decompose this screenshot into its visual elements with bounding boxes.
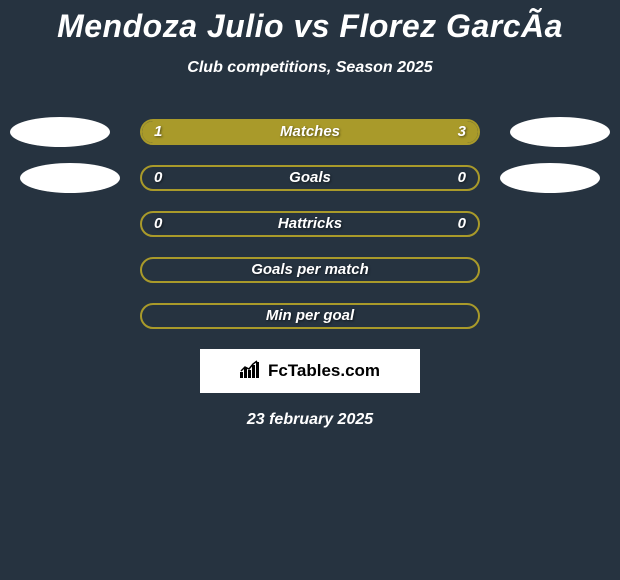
stat-label: Goals per match [142,259,478,281]
date-text: 23 february 2025 [0,411,620,429]
stat-label: Min per goal [142,305,478,327]
chart-icon [240,360,262,383]
player-photo-left [10,117,110,147]
stat-label: Goals [142,167,478,189]
stat-row: 13Matches [0,119,620,145]
logo-text: FcTables.com [268,361,380,381]
logo-box: FcTables.com [200,349,420,393]
stat-row: Goals per match [0,257,620,283]
stat-row: Min per goal [0,303,620,329]
player-photo-right [510,117,610,147]
player-photo-right [500,163,600,193]
stat-bar: 00Hattricks [140,211,480,237]
stat-label: Matches [142,121,478,143]
subtitle: Club competitions, Season 2025 [0,59,620,77]
stat-label: Hattricks [142,213,478,235]
stat-row: 00Goals [0,165,620,191]
page-title: Mendoza Julio vs Florez GarcÃa [0,8,620,45]
stat-rows: 13Matches 00Goals 00Hattricks Goals per mat… [0,119,620,329]
stat-bar: Goals per match [140,257,480,283]
stat-bar: Min per goal [140,303,480,329]
player-photo-left [20,163,120,193]
comparison-infographic: Mendoza Julio vs Florez GarcÃa Club comp… [0,0,620,429]
stat-bar: 00Goals [140,165,480,191]
stat-row: 00Hattricks [0,211,620,237]
stat-bar: 13Matches [140,119,480,145]
